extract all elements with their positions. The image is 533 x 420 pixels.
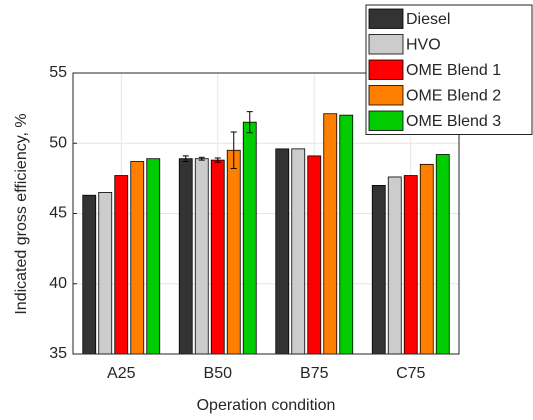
- bar: [371, 184, 386, 355]
- x-tick-label: B50: [204, 365, 233, 382]
- bar: [323, 113, 338, 355]
- x-tick-label: A25: [107, 365, 136, 382]
- bar: [226, 149, 241, 355]
- bar: [98, 192, 113, 355]
- bar: [307, 155, 322, 355]
- error-bar: [214, 157, 221, 163]
- y-tick-label: 55: [49, 64, 67, 81]
- bar: [130, 161, 145, 355]
- bar: [82, 194, 97, 355]
- bar: [114, 175, 129, 355]
- bar: [387, 176, 402, 355]
- error-bar: [246, 111, 253, 134]
- legend-label: HVO: [406, 36, 441, 53]
- legend-swatch: [368, 85, 404, 106]
- plot-frame: [72, 72, 460, 355]
- bar: [291, 148, 306, 355]
- bar: [146, 158, 161, 355]
- legend-swatch: [368, 59, 404, 80]
- bar: [210, 159, 225, 355]
- legend-label: OME Blend 3: [406, 113, 501, 130]
- legend-label: OME Blend 1: [406, 62, 501, 79]
- y-tick-label: 35: [49, 345, 67, 362]
- y-tick-label: 40: [49, 275, 67, 292]
- legend-label: Diesel: [406, 11, 450, 28]
- bar: [194, 158, 209, 355]
- legend-swatch: [368, 110, 404, 131]
- legend-swatch: [368, 34, 404, 55]
- x-tick-label: C75: [396, 365, 425, 382]
- y-tick-label: 50: [49, 134, 67, 151]
- x-axis-label: Operation condition: [197, 397, 336, 414]
- error-bar: [230, 131, 237, 170]
- bar: [419, 163, 434, 355]
- bar: [435, 154, 450, 355]
- bar: [339, 114, 354, 355]
- legend-label: OME Blend 2: [406, 87, 501, 104]
- y-tick-label: 45: [49, 205, 67, 222]
- error-bar: [198, 156, 205, 161]
- bar: [178, 158, 193, 355]
- y-axis-label: Indicated gross efficiency, %: [13, 113, 30, 314]
- legend-swatch: [368, 8, 404, 29]
- x-tick-label: B75: [300, 365, 329, 382]
- bar: [275, 148, 290, 355]
- bar: [242, 121, 257, 355]
- bar: [403, 175, 418, 355]
- error-bar: [182, 155, 189, 163]
